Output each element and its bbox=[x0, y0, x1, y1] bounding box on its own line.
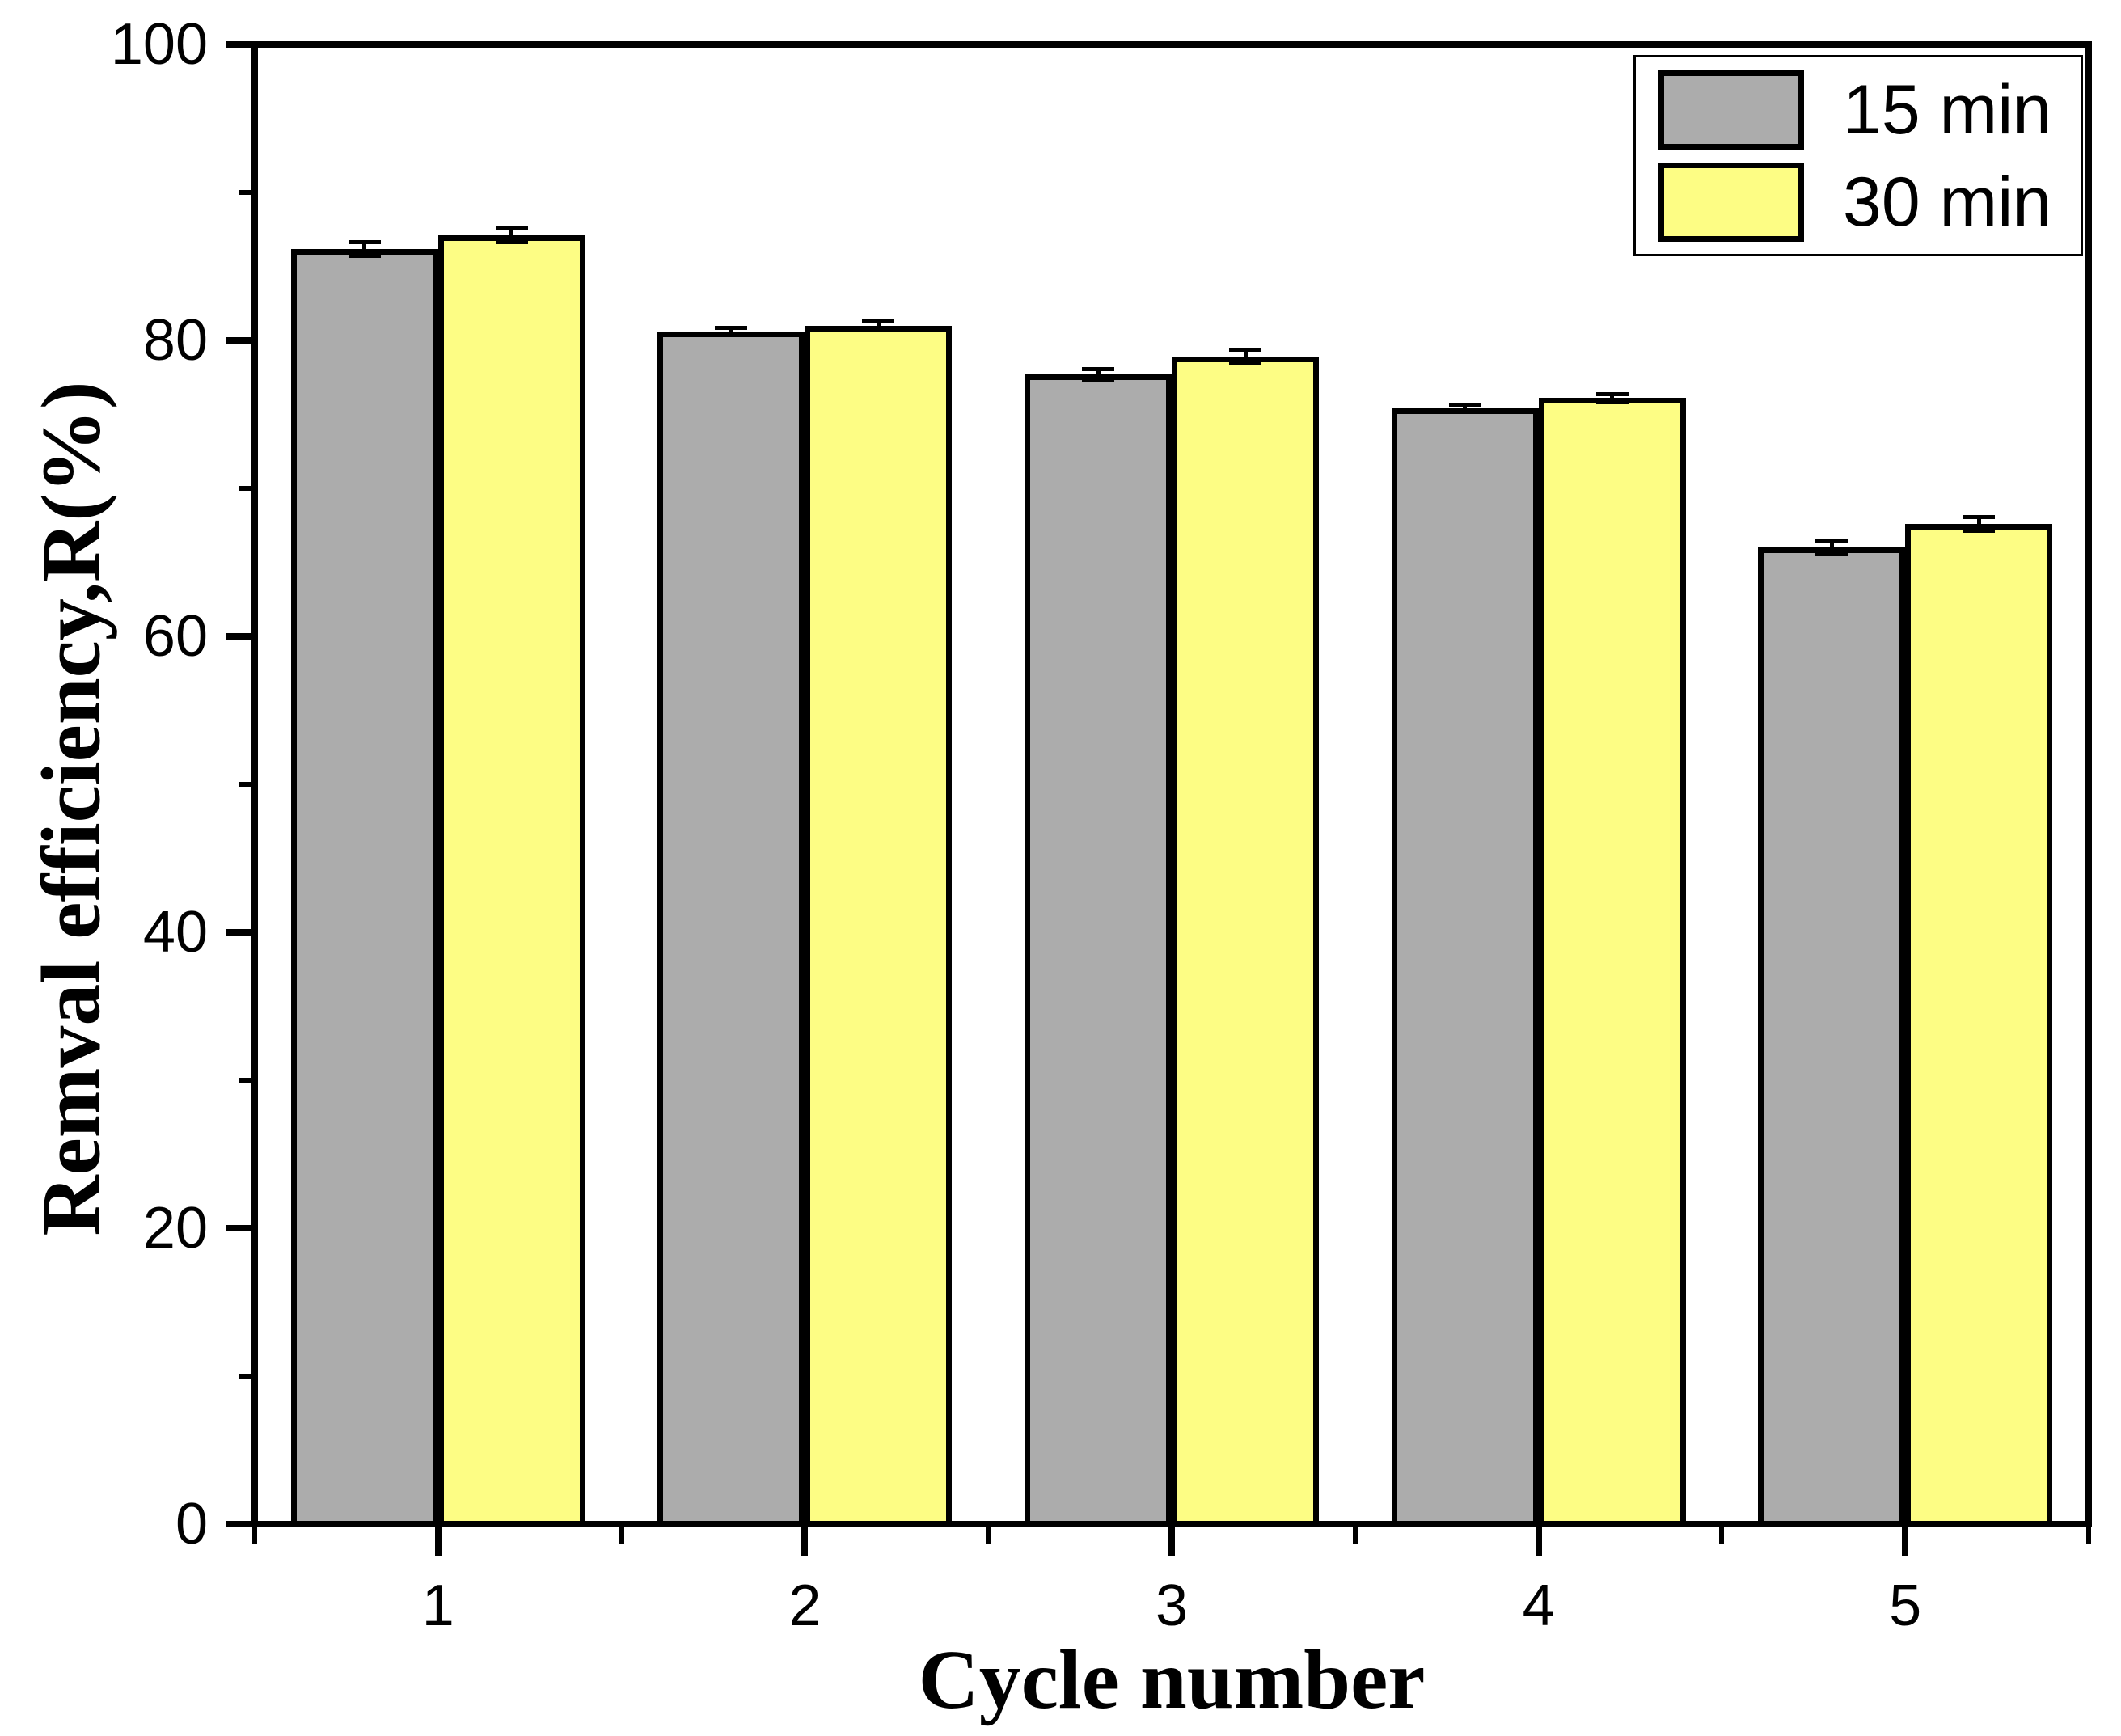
y-minor-tick-10 bbox=[239, 1374, 255, 1379]
bar-30min-cycle3 bbox=[1172, 357, 1319, 1527]
x-major-tick-2 bbox=[801, 1527, 809, 1556]
y-major-tick-80 bbox=[226, 337, 255, 344]
legend-swatch-15min-icon bbox=[1658, 70, 1804, 150]
x-minor-tick-4 bbox=[1719, 1527, 1725, 1544]
bar-15min-cycle2 bbox=[657, 332, 805, 1527]
error-bar-15min-cycle4 bbox=[1448, 402, 1481, 415]
error-stem bbox=[1976, 514, 1981, 533]
error-bar-30min-cycle4 bbox=[1595, 392, 1629, 404]
bar-15min-cycle4 bbox=[1391, 408, 1539, 1527]
legend: 15 min 30 min bbox=[1633, 55, 2083, 256]
error-bar-15min-cycle1 bbox=[348, 239, 381, 258]
bar-15min-cycle5 bbox=[1758, 547, 1906, 1527]
x-tick-label-2: 2 bbox=[788, 1573, 822, 1638]
x-tick-label-5: 5 bbox=[1889, 1573, 1922, 1638]
y-tick-label-60: 60 bbox=[142, 604, 208, 669]
bar-30min-cycle4 bbox=[1538, 398, 1686, 1527]
x-major-tick-3 bbox=[1168, 1527, 1175, 1556]
error-bar-30min-cycle2 bbox=[862, 319, 895, 332]
x-major-tick-1 bbox=[434, 1527, 442, 1556]
x-tick-label-3: 3 bbox=[1155, 1573, 1189, 1638]
y-major-tick-100 bbox=[226, 41, 255, 48]
bar-15min-cycle3 bbox=[1025, 374, 1172, 1527]
error-bar-30min-cycle5 bbox=[1963, 514, 1996, 533]
y-tick-label-80: 80 bbox=[142, 308, 208, 373]
x-major-tick-4 bbox=[1535, 1527, 1542, 1556]
x-axis-title: Cycle number bbox=[918, 1633, 1426, 1726]
error-stem bbox=[876, 319, 881, 332]
error-bar-30min-cycle1 bbox=[495, 226, 528, 245]
y-major-tick-40 bbox=[226, 929, 255, 936]
error-stem bbox=[1243, 348, 1248, 366]
x-minor-tick-2 bbox=[986, 1527, 991, 1544]
x-minor-tick-0 bbox=[252, 1527, 257, 1544]
y-tick-label-40: 40 bbox=[142, 900, 208, 965]
y-minor-tick-90 bbox=[239, 190, 255, 195]
y-major-tick-0 bbox=[226, 1521, 255, 1527]
x-minor-tick-3 bbox=[1352, 1527, 1358, 1544]
error-stem bbox=[1829, 539, 1834, 557]
x-minor-tick-1 bbox=[619, 1527, 624, 1544]
legend-item-30min: 30 min bbox=[1658, 162, 2081, 242]
error-bar-30min-cycle3 bbox=[1229, 348, 1261, 366]
error-stem bbox=[1610, 392, 1615, 404]
x-minor-tick-5 bbox=[2086, 1527, 2091, 1544]
error-bar-15min-cycle2 bbox=[715, 325, 748, 338]
y-minor-tick-70 bbox=[239, 486, 255, 491]
y-major-tick-20 bbox=[226, 1225, 255, 1231]
error-stem bbox=[729, 325, 733, 338]
error-stem bbox=[1096, 366, 1101, 382]
y-axis-title: Remval efficiency,R(%) bbox=[24, 381, 118, 1236]
bar-15min-cycle1 bbox=[290, 248, 438, 1527]
legend-label-30min: 30 min bbox=[1843, 163, 2052, 241]
x-tick-label-4: 4 bbox=[1522, 1573, 1555, 1638]
bar-30min-cycle5 bbox=[1905, 523, 2053, 1527]
error-bar-15min-cycle3 bbox=[1082, 366, 1114, 382]
legend-label-15min: 15 min bbox=[1843, 70, 2052, 149]
y-minor-tick-50 bbox=[239, 782, 255, 787]
y-minor-tick-30 bbox=[239, 1078, 255, 1083]
legend-swatch-30min-icon bbox=[1658, 162, 1804, 242]
x-major-tick-5 bbox=[1902, 1527, 1909, 1556]
error-stem bbox=[509, 226, 514, 245]
y-tick-label-20: 20 bbox=[142, 1196, 208, 1261]
y-tick-label-0: 0 bbox=[175, 1492, 208, 1556]
x-tick-label-1: 1 bbox=[421, 1573, 454, 1638]
bar-30min-cycle1 bbox=[437, 235, 585, 1527]
bar-30min-cycle2 bbox=[805, 325, 953, 1527]
error-stem bbox=[1463, 402, 1468, 415]
legend-item-15min: 15 min bbox=[1658, 70, 2081, 150]
y-major-tick-60 bbox=[226, 633, 255, 640]
error-bar-15min-cycle5 bbox=[1815, 539, 1848, 557]
error-stem bbox=[362, 239, 367, 258]
y-tick-label-100: 100 bbox=[110, 12, 208, 77]
